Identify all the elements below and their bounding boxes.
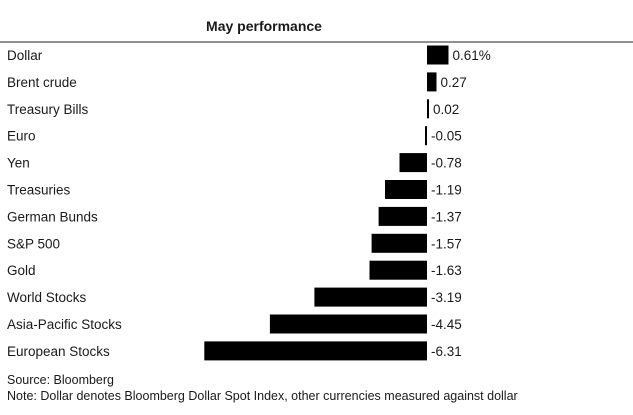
category-label: Brent crude bbox=[7, 75, 77, 90]
value-label: 0.02 bbox=[433, 102, 459, 117]
value-label: -6.31 bbox=[431, 344, 462, 359]
category-label: Treasuries bbox=[7, 183, 71, 198]
value-label: 0.61% bbox=[453, 48, 491, 63]
bar bbox=[204, 341, 427, 361]
category-label: Euro bbox=[7, 129, 36, 144]
category-label: Asia-Pacific Stocks bbox=[7, 317, 122, 332]
chart-title: May performance bbox=[206, 18, 322, 34]
value-label: -1.19 bbox=[431, 183, 462, 198]
bar bbox=[425, 126, 427, 146]
category-label: S&P 500 bbox=[7, 236, 60, 251]
bars-layer: Dollar 0.61% Brent crude 0.27 Treasury Bills… bbox=[7, 45, 491, 361]
source-note: Source: Bloomberg bbox=[7, 373, 115, 387]
value-label: -3.19 bbox=[431, 290, 462, 305]
value-label: -0.78 bbox=[431, 156, 462, 171]
footnote: Note: Dollar denotes Bloomberg Dollar Sp… bbox=[7, 389, 518, 403]
bar bbox=[378, 206, 427, 226]
category-label: Dollar bbox=[7, 48, 43, 63]
bar bbox=[399, 153, 427, 173]
value-label: -0.05 bbox=[431, 129, 462, 144]
category-label: Gold bbox=[7, 263, 36, 278]
bar bbox=[427, 99, 429, 119]
category-label: Treasury Bills bbox=[7, 102, 89, 117]
value-label: -1.63 bbox=[431, 263, 462, 278]
value-label: -1.37 bbox=[431, 209, 462, 224]
bar bbox=[427, 72, 437, 92]
value-label: 0.27 bbox=[441, 75, 467, 90]
category-label: Yen bbox=[7, 156, 30, 171]
category-label: German Bunds bbox=[7, 209, 98, 224]
bar bbox=[427, 45, 449, 65]
category-label: World Stocks bbox=[7, 290, 87, 305]
value-label: -4.45 bbox=[431, 317, 462, 332]
category-label: European Stocks bbox=[7, 344, 110, 359]
bar bbox=[371, 233, 427, 253]
bar bbox=[314, 287, 427, 307]
value-label: -1.57 bbox=[431, 236, 462, 251]
bar bbox=[369, 260, 427, 280]
bar bbox=[269, 314, 427, 334]
bar bbox=[385, 180, 427, 199]
